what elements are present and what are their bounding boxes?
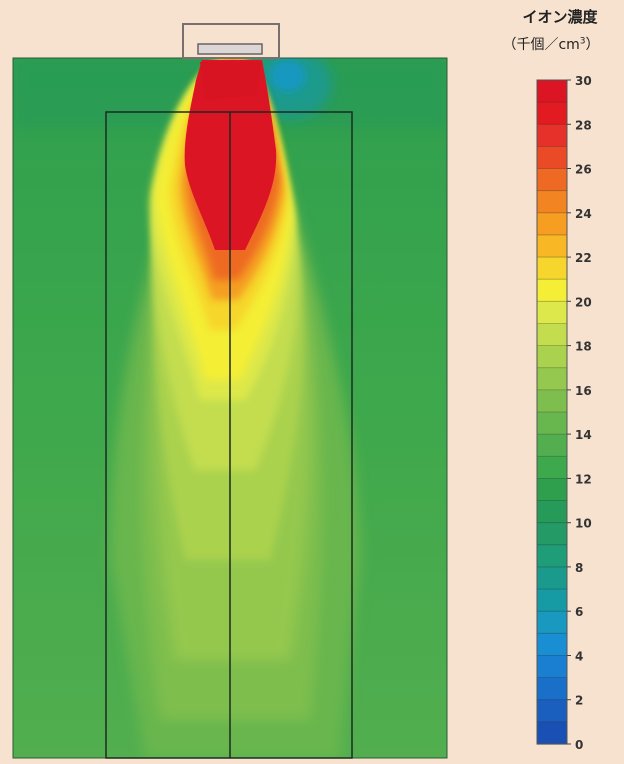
colorbar-segment xyxy=(537,102,567,125)
colorbar-segment xyxy=(537,544,567,568)
colorbar-tick-label: 18 xyxy=(575,340,592,354)
colorbar-tick-label: 28 xyxy=(575,118,592,132)
colorbar-segment xyxy=(537,566,567,590)
colorbar-segment xyxy=(537,212,567,236)
colorbar-segment xyxy=(537,611,567,634)
colorbar-segment xyxy=(537,500,567,524)
colorbar-tick-label: 4 xyxy=(575,650,583,664)
colorbar-tick-label: 20 xyxy=(575,295,592,309)
colorbar-title: イオン濃度 xyxy=(522,8,598,26)
colorbar-segment xyxy=(537,257,567,280)
colorbar xyxy=(536,79,568,745)
generator-outlet xyxy=(197,43,263,55)
colorbar-segment xyxy=(537,323,567,347)
colorbar-unit: （千個／cm3） xyxy=(478,34,624,54)
inner-enclosure-outline xyxy=(105,111,353,759)
colorbar-segment xyxy=(537,412,567,435)
colorbar-segment xyxy=(537,124,567,147)
colorbar-unit-close: ） xyxy=(585,37,600,53)
colorbar-tick-label: 30 xyxy=(575,74,592,88)
colorbar-tick-label: 12 xyxy=(575,472,592,486)
colorbar-segment xyxy=(537,190,567,214)
colorbar-segment xyxy=(537,80,567,103)
colorbar-unit-open: （千個／cm xyxy=(502,37,580,53)
colorbar-segment xyxy=(537,345,567,369)
colorbar-segment xyxy=(537,633,567,657)
field-lowest-zone xyxy=(270,60,306,92)
colorbar-tick-label: 14 xyxy=(575,428,592,442)
colorbar-tick-label: 22 xyxy=(575,251,592,265)
colorbar-tick-label: 16 xyxy=(575,384,592,398)
colorbar-segment xyxy=(537,655,567,679)
concentration-field xyxy=(13,58,447,758)
colorbar-segment xyxy=(537,699,567,723)
colorbar-segment xyxy=(537,434,567,457)
colorbar-border xyxy=(536,79,568,745)
colorbar-tick-label: 8 xyxy=(575,561,583,575)
colorbar-segment xyxy=(537,168,567,192)
colorbar-tick-label: 26 xyxy=(575,163,592,177)
colorbar-segment xyxy=(537,522,567,546)
colorbar-segment xyxy=(537,677,567,701)
field-core-top xyxy=(200,62,262,100)
colorbar-tick-label: 2 xyxy=(575,694,583,708)
colorbar-segment xyxy=(537,301,567,325)
colorbar-unit-sup: 3 xyxy=(579,36,586,47)
colorbar-tick-label: 0 xyxy=(575,738,583,752)
colorbar-segment xyxy=(537,279,567,302)
colorbar-segment xyxy=(537,456,567,479)
colorbar-tick-label: 6 xyxy=(575,605,583,619)
colorbar-segment xyxy=(537,478,567,502)
colorbar-segment xyxy=(537,234,567,258)
colorbar-tick-label: 10 xyxy=(575,517,592,531)
colorbar-segment xyxy=(537,589,567,612)
colorbar-segment xyxy=(537,367,567,391)
colorbar-segment xyxy=(537,146,567,170)
generator-unit-outline xyxy=(182,23,280,59)
colorbar-tick-label: 24 xyxy=(575,207,592,221)
colorbar-segment xyxy=(537,721,567,745)
colorbar-segment xyxy=(537,389,567,413)
